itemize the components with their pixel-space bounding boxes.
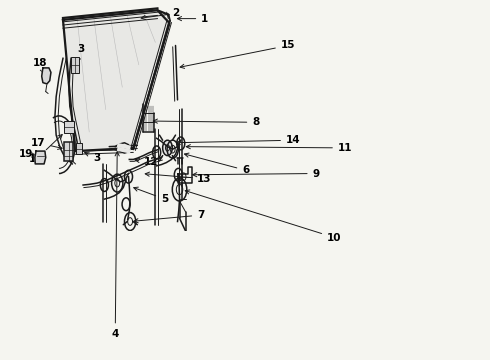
Text: 14: 14: [176, 135, 300, 145]
Text: 12: 12: [135, 157, 159, 167]
Bar: [76, 143, 82, 154]
Polygon shape: [63, 10, 170, 151]
Bar: [64, 141, 73, 161]
Text: 13: 13: [145, 172, 211, 184]
Text: 6: 6: [185, 153, 249, 175]
Text: 16: 16: [29, 135, 62, 165]
Text: 8: 8: [153, 117, 260, 127]
Text: 11: 11: [186, 143, 352, 153]
Text: 3: 3: [85, 152, 101, 162]
Text: 3: 3: [76, 44, 85, 62]
Text: 19: 19: [19, 149, 36, 159]
Text: 5: 5: [134, 187, 168, 204]
Text: 17: 17: [31, 138, 62, 149]
Text: 1: 1: [177, 14, 208, 24]
Bar: [71, 57, 79, 73]
Polygon shape: [35, 151, 46, 164]
Text: 7: 7: [134, 210, 204, 223]
Text: 4: 4: [112, 152, 119, 338]
Bar: [64, 121, 74, 132]
Text: 15: 15: [180, 40, 295, 68]
Text: 9: 9: [193, 168, 320, 179]
Text: 18: 18: [33, 58, 48, 74]
Text: 10: 10: [185, 190, 342, 243]
Polygon shape: [42, 68, 51, 84]
Text: 2: 2: [141, 9, 179, 19]
Circle shape: [163, 140, 172, 156]
